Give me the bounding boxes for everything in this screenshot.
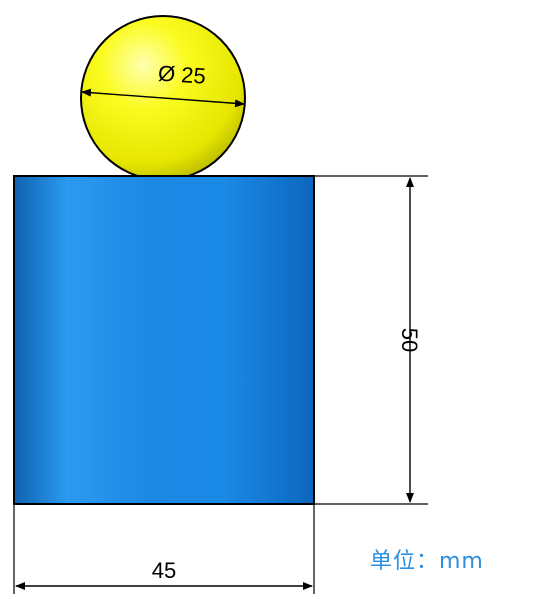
- height-dimension: 50: [314, 175, 428, 505]
- width-label: 45: [152, 558, 176, 583]
- sphere: Ø 25: [80, 15, 246, 181]
- cylinder-body: [13, 175, 315, 505]
- unit-label: 单位：mm: [370, 549, 484, 574]
- diameter-label: Ø 25: [157, 60, 206, 88]
- diameter-dimension-line: [81, 88, 245, 108]
- cylinder: [13, 175, 315, 505]
- width-dimension: 45: [13, 504, 315, 594]
- height-label: 50: [397, 328, 422, 352]
